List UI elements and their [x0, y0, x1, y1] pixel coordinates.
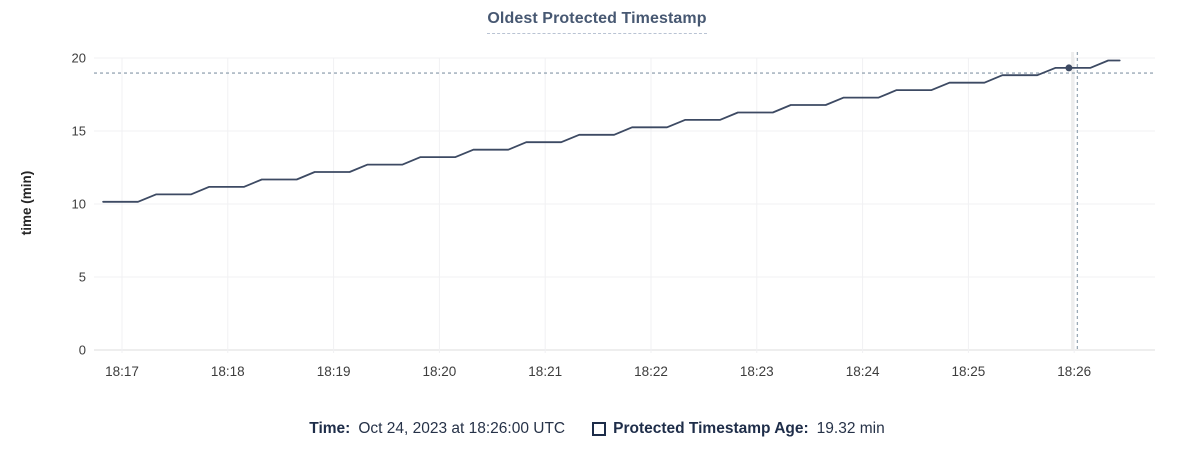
x-tick-label: 18:22 [634, 364, 668, 379]
chart-header: Oldest Protected Timestamp [0, 10, 1194, 34]
y-tick-label: 5 [79, 270, 86, 285]
x-tick-label: 18:24 [846, 364, 880, 379]
chart-title[interactable]: Oldest Protected Timestamp [487, 10, 707, 34]
y-tick-label: 20 [72, 51, 86, 66]
y-tick-label: 10 [72, 197, 86, 212]
series-value: 19.32 min [816, 420, 885, 437]
x-tick-label: 18:20 [423, 364, 457, 379]
x-tick-label: 18:23 [740, 364, 774, 379]
series-legend-checkbox[interactable] [592, 422, 607, 436]
hover-tooltip-bar: Time: Oct 24, 2023 at 18:26:00 UTC Protec… [0, 420, 1194, 438]
series-line [102, 59, 1121, 203]
tooltip-time: Time: Oct 24, 2023 at 18:26:00 UTC [309, 420, 565, 438]
x-tick-label: 18:25 [952, 364, 986, 379]
y-tick-label: 0 [79, 343, 86, 358]
tooltip-time-value: Oct 24, 2023 at 18:26:00 UTC [358, 420, 566, 437]
y-axis-label: time (min) [19, 171, 34, 236]
hovered-data-point[interactable] [1065, 64, 1073, 72]
chart-plot-area[interactable]: 0 5 10 15 20 18:17 18:18 18:19 18:20 18:21 18:22 18… [0, 0, 1194, 410]
y-tick-label: 15 [72, 124, 86, 139]
x-tick-label: 18:19 [317, 364, 351, 379]
x-tick-label: 18:18 [211, 364, 245, 379]
tooltip-time-label: Time: [309, 420, 351, 437]
x-tick-label: 18:26 [1057, 364, 1091, 379]
x-tick-label: 18:17 [105, 364, 139, 379]
legend-series-entry: Protected Timestamp Age: 19.32 min [592, 420, 885, 438]
x-tick-label: 18:21 [528, 364, 562, 379]
series-label: Protected Timestamp Age: [613, 420, 809, 437]
